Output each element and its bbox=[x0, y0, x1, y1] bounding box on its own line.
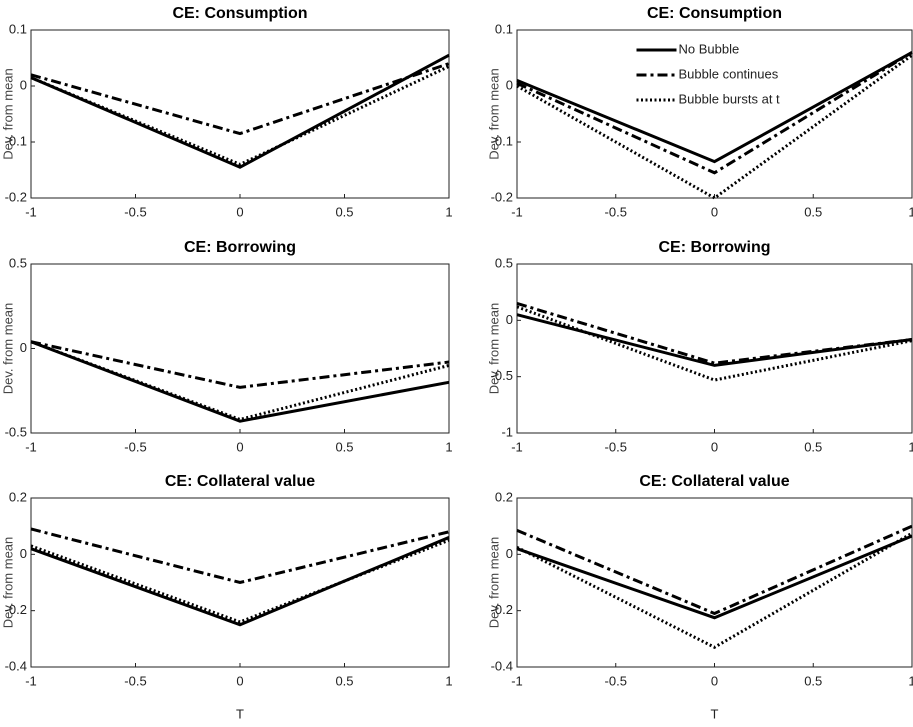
y-axis-label: Dev. from mean bbox=[0, 68, 15, 160]
y-tick-label: 0.2 bbox=[9, 489, 27, 504]
series-line bbox=[30, 340, 450, 389]
x-tick-label: 0.5 bbox=[335, 204, 353, 219]
y-tick-label: -0.4 bbox=[491, 658, 513, 673]
x-tick-label: 1 bbox=[445, 439, 452, 454]
x-tick-label: -0.5 bbox=[605, 439, 627, 454]
y-tick-label: 0.5 bbox=[9, 255, 27, 270]
y-tick-label: -0.2 bbox=[491, 189, 513, 204]
x-tick-label: 1 bbox=[445, 673, 452, 688]
x-tick-label: -1 bbox=[511, 439, 523, 454]
axes-box bbox=[516, 497, 913, 668]
x-tick-label: 0 bbox=[711, 673, 718, 688]
subplot-title: CE: Borrowing bbox=[659, 239, 771, 256]
x-tick-label: -1 bbox=[511, 204, 523, 219]
subplot-title: CE: Consumption bbox=[172, 5, 307, 22]
x-tick-label: 0 bbox=[711, 439, 718, 454]
series-line bbox=[30, 65, 450, 167]
subplot-title: CE: Collateral value bbox=[165, 473, 315, 490]
x-tick-label: 0.5 bbox=[335, 439, 353, 454]
subplot-title: CE: Borrowing bbox=[184, 239, 296, 256]
x-tick-label: 0.5 bbox=[804, 439, 822, 454]
series-line bbox=[30, 53, 450, 169]
x-tick-label: -0.5 bbox=[605, 673, 627, 688]
x-axis-label: T bbox=[711, 706, 719, 721]
x-tick-label: 0 bbox=[236, 439, 243, 454]
y-tick-label: -0.2 bbox=[491, 602, 513, 617]
y-tick-label: -0.5 bbox=[491, 368, 513, 383]
x-tick-label: -1 bbox=[25, 673, 37, 688]
series-line bbox=[30, 527, 450, 585]
y-tick-label: -0.1 bbox=[491, 133, 513, 148]
y-tick-label: 0 bbox=[20, 77, 27, 92]
y-tick-label: 0.2 bbox=[495, 489, 513, 504]
x-axis-label: T bbox=[236, 706, 244, 721]
y-tick-label: -0.4 bbox=[5, 658, 27, 673]
y-axis-label: Dev. from mean bbox=[486, 303, 501, 395]
y-tick-label: -0.2 bbox=[5, 602, 27, 617]
y-tick-label: 0 bbox=[506, 77, 513, 92]
series-line bbox=[516, 301, 913, 365]
x-tick-label: 0 bbox=[236, 204, 243, 219]
y-tick-label: 0.1 bbox=[495, 21, 513, 36]
x-tick-label: -0.5 bbox=[124, 673, 146, 688]
y-tick-label: -0.1 bbox=[5, 133, 27, 148]
y-tick-label: 0.1 bbox=[9, 21, 27, 36]
legend-label: Bubble bursts at t bbox=[679, 91, 781, 106]
x-tick-label: 0 bbox=[711, 204, 718, 219]
x-tick-label: -0.5 bbox=[124, 204, 146, 219]
x-tick-label: 1 bbox=[908, 673, 913, 688]
series-line bbox=[516, 524, 913, 616]
series-line bbox=[516, 531, 913, 649]
x-tick-label: -0.5 bbox=[124, 439, 146, 454]
subplot-title: CE: Collateral value bbox=[639, 473, 789, 490]
x-tick-label: 0.5 bbox=[804, 204, 822, 219]
y-axis-label: Dev. from mean bbox=[0, 537, 15, 629]
y-tick-label: 0 bbox=[20, 340, 27, 355]
y-tick-label: -1 bbox=[501, 424, 513, 439]
x-tick-label: 1 bbox=[908, 439, 913, 454]
axes-box bbox=[30, 29, 450, 199]
series-line bbox=[30, 538, 450, 624]
series-line bbox=[516, 305, 913, 382]
series-line bbox=[30, 340, 450, 422]
y-axis-label: Dev. from mean bbox=[486, 68, 501, 160]
y-axis-label: Dev. from mean bbox=[0, 303, 15, 395]
legend-label: Bubble continues bbox=[679, 66, 779, 81]
series-line bbox=[516, 51, 913, 175]
y-axis-label: Dev. from mean bbox=[486, 537, 501, 629]
x-tick-label: 0.5 bbox=[804, 673, 822, 688]
x-tick-label: -1 bbox=[25, 439, 37, 454]
series-line bbox=[516, 51, 913, 164]
series-line bbox=[30, 340, 450, 423]
x-tick-label: 1 bbox=[445, 204, 452, 219]
x-tick-label: 0.5 bbox=[335, 673, 353, 688]
series-line bbox=[516, 534, 913, 620]
y-tick-label: 0.5 bbox=[495, 255, 513, 270]
y-tick-label: 0 bbox=[506, 312, 513, 327]
x-tick-label: 1 bbox=[908, 204, 913, 219]
y-tick-label: -0.5 bbox=[5, 424, 27, 439]
x-tick-label: -1 bbox=[511, 673, 523, 688]
series-line bbox=[30, 536, 450, 627]
legend-label: No Bubble bbox=[679, 41, 740, 56]
series-line bbox=[30, 62, 450, 136]
y-tick-label: 0 bbox=[20, 546, 27, 561]
y-tick-label: 0 bbox=[506, 546, 513, 561]
axes-box bbox=[30, 263, 450, 434]
x-tick-label: -1 bbox=[25, 204, 37, 219]
series-line bbox=[516, 313, 913, 367]
x-tick-label: -0.5 bbox=[605, 204, 627, 219]
x-tick-label: 0 bbox=[236, 673, 243, 688]
y-tick-label: -0.2 bbox=[5, 189, 27, 204]
subplot-title: CE: Consumption bbox=[647, 5, 782, 22]
